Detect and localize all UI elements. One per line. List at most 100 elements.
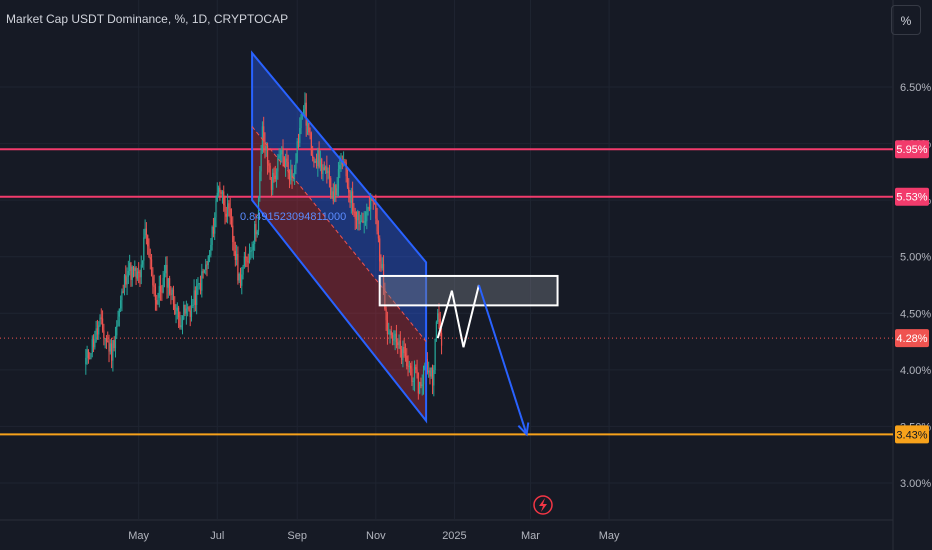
candle	[252, 240, 254, 260]
projection-arrow-head[interactable]	[517, 422, 530, 437]
candle-body	[433, 370, 435, 386]
candle	[393, 330, 395, 346]
candle	[205, 258, 207, 275]
candle-body	[90, 353, 92, 360]
candle	[295, 153, 297, 175]
candle	[391, 332, 394, 346]
descending-channel[interactable]	[251, 50, 428, 424]
candle	[187, 303, 189, 317]
candle	[328, 164, 331, 188]
candle	[315, 153, 318, 169]
x-tick-label: Nov	[366, 530, 386, 542]
candle-body	[312, 155, 314, 158]
candle-body	[376, 218, 378, 232]
candle	[157, 292, 159, 305]
candle	[300, 113, 302, 135]
candle	[416, 359, 418, 379]
candle	[175, 304, 177, 324]
candle-body	[272, 172, 274, 190]
candle-body	[247, 261, 249, 263]
candle-body	[256, 231, 258, 235]
candle-body	[105, 338, 108, 342]
resistance-zone-box[interactable]	[378, 274, 559, 307]
candle-body	[96, 328, 99, 335]
candle-body	[350, 191, 352, 203]
candle	[326, 155, 328, 184]
candle-body	[132, 266, 135, 271]
candle-body	[154, 286, 157, 301]
candle	[166, 256, 168, 299]
candle-body	[238, 273, 240, 281]
candle-body	[163, 273, 166, 279]
candle-body	[243, 256, 245, 266]
candle	[377, 220, 379, 243]
candle-body	[348, 187, 350, 193]
candle	[269, 162, 271, 180]
candle	[156, 294, 158, 311]
candle	[219, 181, 221, 201]
projection-arrow-line[interactable]	[477, 284, 528, 435]
candle	[165, 256, 167, 278]
candle-body	[310, 133, 312, 156]
candle	[286, 149, 288, 167]
candle	[350, 187, 352, 214]
candle-body	[101, 318, 104, 331]
candle-body	[339, 164, 341, 170]
candle	[348, 178, 350, 203]
candle	[212, 217, 215, 238]
candle	[131, 265, 133, 287]
candle	[192, 298, 194, 309]
candle	[245, 246, 247, 268]
candle-body	[95, 328, 97, 342]
candle-body	[434, 338, 436, 371]
candle	[229, 197, 231, 225]
candle	[336, 177, 338, 197]
candle	[125, 265, 127, 288]
candle-body	[332, 191, 334, 201]
candle	[167, 278, 169, 299]
candle	[141, 260, 144, 268]
candle	[297, 133, 300, 149]
candle	[91, 335, 93, 358]
candle-body	[252, 243, 254, 250]
x-tick-label: May	[599, 530, 620, 542]
candle	[147, 234, 149, 255]
candle	[248, 243, 251, 264]
candle	[92, 334, 95, 353]
candle	[345, 159, 347, 183]
candle-body	[184, 304, 186, 314]
candle	[237, 246, 239, 285]
candle	[291, 164, 293, 189]
candle-body	[219, 187, 221, 192]
candle-body	[190, 305, 193, 317]
candle-body	[205, 264, 207, 270]
candle	[354, 207, 356, 230]
candle-body	[181, 319, 184, 326]
candle-body	[185, 308, 187, 314]
candle	[410, 362, 412, 376]
percent-scale-button[interactable]: %	[891, 5, 921, 35]
candle	[127, 260, 129, 285]
candle-body	[278, 155, 280, 158]
candle-body	[230, 217, 233, 226]
candle-body	[129, 262, 131, 272]
candle-body	[158, 286, 160, 298]
candle-body	[330, 178, 332, 196]
candle	[145, 222, 147, 245]
candle	[379, 235, 381, 272]
candle	[184, 304, 186, 317]
candle	[321, 157, 323, 180]
candle-body	[201, 271, 203, 291]
lightning-icon[interactable]	[533, 495, 553, 515]
candle-body	[255, 224, 257, 235]
candle-body	[266, 145, 269, 164]
candle	[273, 167, 275, 183]
candle-body	[428, 370, 430, 373]
candle-body	[294, 169, 296, 175]
candle	[217, 185, 220, 197]
candle	[337, 161, 340, 197]
price-label-resistance	[895, 140, 929, 159]
projection-zigzag[interactable]	[436, 284, 480, 348]
candle-body	[328, 170, 331, 179]
